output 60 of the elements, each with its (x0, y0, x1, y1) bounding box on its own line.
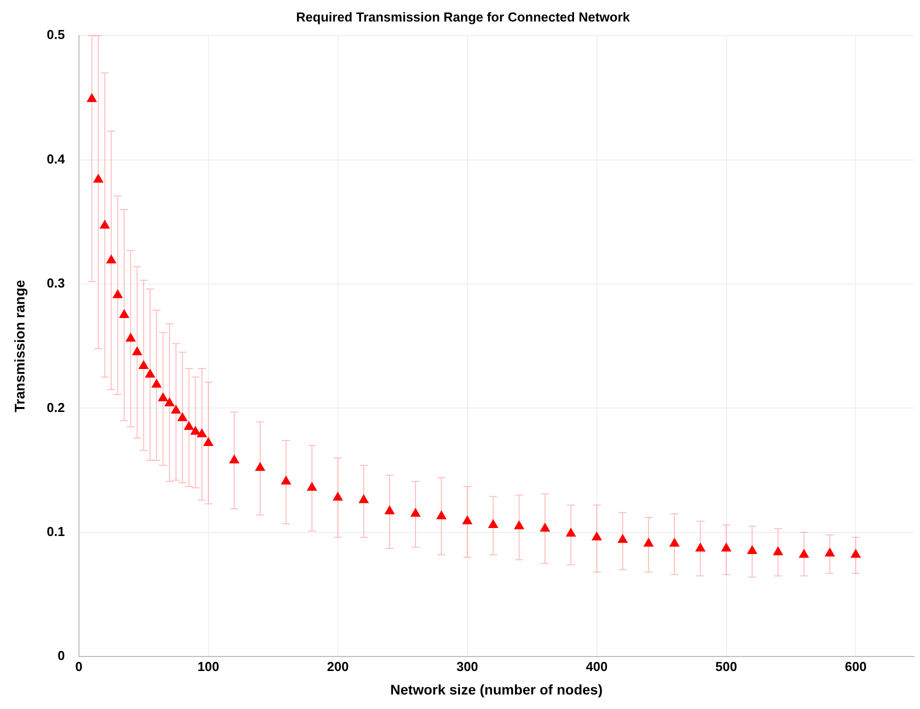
point (540, 522, 550, 532)
point (164, 397, 175, 406)
point (384, 505, 395, 514)
point (488, 518, 498, 528)
x-tick-label: 0 (75, 658, 82, 674)
point (462, 515, 472, 524)
y-tick-label: 0.2 (46, 400, 65, 415)
x-tick-label: 200 (326, 658, 349, 674)
point (190, 426, 201, 435)
point (93, 174, 104, 183)
point (112, 289, 123, 298)
point (86, 92, 98, 102)
point (229, 454, 240, 464)
point (410, 508, 421, 517)
y-tick-label: 0.5 (46, 27, 65, 42)
y-tick-label: 0.3 (46, 276, 65, 291)
point (151, 378, 162, 388)
point (358, 494, 369, 504)
x-tick-label: 300 (456, 658, 478, 674)
point (850, 548, 861, 558)
point (617, 534, 628, 543)
x-tick-label: 400 (586, 658, 608, 674)
point (177, 412, 188, 422)
point (138, 360, 149, 369)
point (669, 538, 680, 547)
point (106, 254, 116, 264)
x-tick-label: 500 (715, 658, 738, 674)
y-axis-title: Transmission range (11, 280, 28, 412)
point (100, 220, 110, 229)
point (772, 546, 784, 556)
point (824, 548, 836, 557)
point (170, 404, 182, 414)
y-tick-label: 0.4 (46, 151, 66, 166)
x-axis-title: Network size (number of nodes) (390, 681, 603, 698)
point (332, 492, 344, 501)
point (184, 420, 194, 430)
point (566, 528, 576, 537)
point (436, 510, 447, 520)
chart-title: Required Transmission Range for Connected Network (296, 9, 631, 24)
point (721, 542, 732, 552)
x-tick-label: 100 (197, 658, 220, 674)
point (203, 436, 214, 446)
point (125, 332, 136, 342)
point (306, 482, 318, 491)
point (798, 548, 810, 558)
point (592, 531, 602, 540)
point (695, 542, 706, 552)
y-tick-label: 0 (58, 648, 65, 664)
point (132, 346, 142, 356)
point (196, 428, 208, 438)
point (746, 545, 758, 554)
point (144, 368, 156, 378)
point (118, 309, 130, 318)
point (643, 538, 654, 547)
x-tick-label: 600 (844, 658, 867, 674)
point (280, 475, 292, 484)
point (158, 392, 168, 402)
point (514, 520, 524, 530)
y-tick-label: 0.1 (46, 524, 65, 539)
point (254, 462, 266, 471)
